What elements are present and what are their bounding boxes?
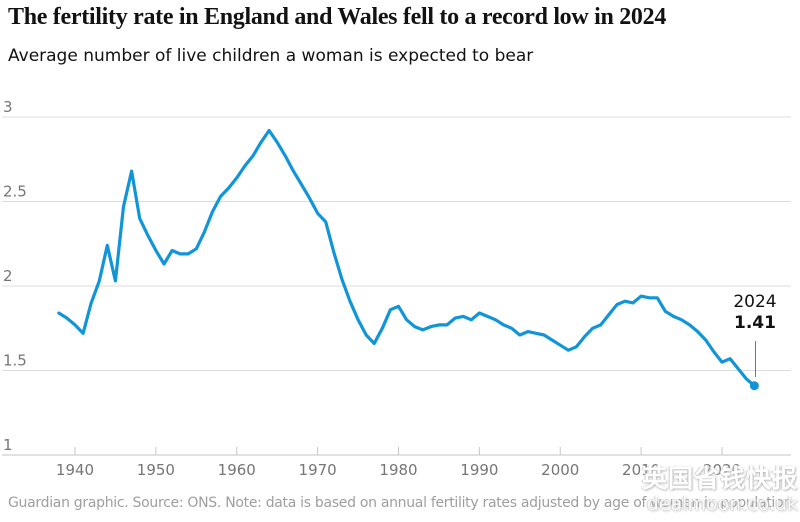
y-axis-label: 3 bbox=[3, 98, 13, 116]
fertility-line bbox=[57, 128, 756, 388]
y-axis-label: 2 bbox=[3, 267, 13, 285]
end-point-dot bbox=[749, 381, 759, 391]
x-axis-label: 2020 bbox=[703, 461, 741, 479]
x-axis-label: 2010 bbox=[622, 461, 660, 479]
chart-title: The fertility rate in England and Wales … bbox=[8, 4, 667, 30]
watermark: 英国省钱快报 dealmoon.co.uk bbox=[642, 464, 798, 514]
annotation-year: 2024 bbox=[733, 292, 777, 312]
y-axis-label: 1 bbox=[3, 436, 13, 454]
x-axis-label: 1940 bbox=[56, 461, 94, 479]
x-axis-label: 1960 bbox=[218, 461, 256, 479]
x-axis-label: 1990 bbox=[460, 461, 498, 479]
x-axis-label: 1970 bbox=[299, 461, 337, 479]
annotation-value: 1.41 bbox=[734, 313, 776, 333]
watermark-brand-url: dealmoon.co.uk bbox=[646, 493, 798, 515]
x-axis-label: 1950 bbox=[137, 461, 175, 479]
watermark-brand-chinese: 英国省钱快报 bbox=[641, 464, 798, 493]
y-axis-label: 2.5 bbox=[3, 183, 27, 201]
chart-subtitle: Average number of live children a woman … bbox=[8, 46, 534, 66]
x-axis-label: 2000 bbox=[541, 461, 579, 479]
y-axis-label: 1.5 bbox=[3, 352, 27, 370]
end-annotation: 2024 1.41 bbox=[705, 292, 800, 334]
x-axis-label: 1980 bbox=[379, 461, 417, 479]
source-note: Guardian graphic. Source: ONS. Note: dat… bbox=[8, 495, 792, 511]
